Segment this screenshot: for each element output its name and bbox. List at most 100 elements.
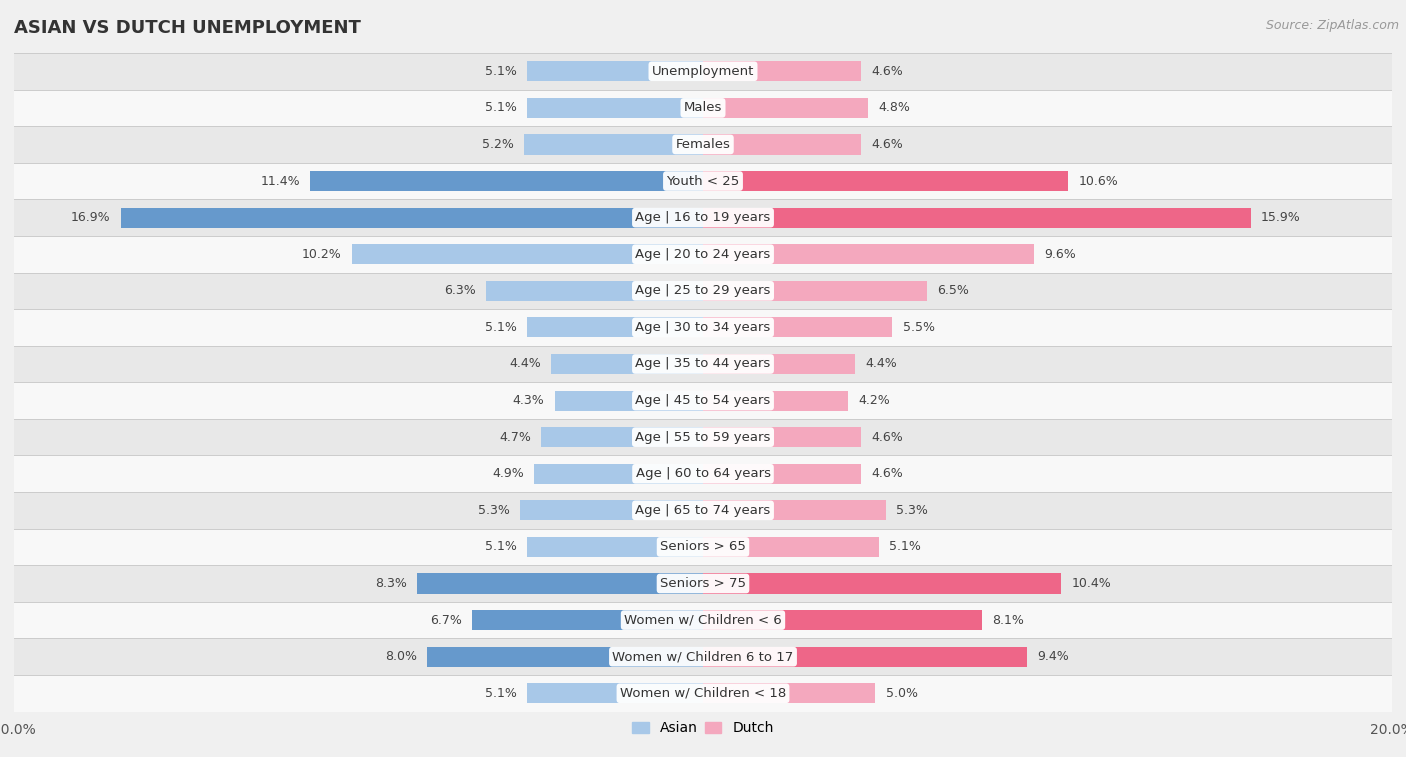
Bar bbox=[418, 574, 703, 593]
Text: 4.2%: 4.2% bbox=[858, 394, 890, 407]
Text: Age | 20 to 24 years: Age | 20 to 24 years bbox=[636, 248, 770, 260]
Text: Age | 30 to 34 years: Age | 30 to 34 years bbox=[636, 321, 770, 334]
Bar bbox=[703, 684, 875, 703]
Bar bbox=[14, 492, 1392, 528]
Text: Age | 45 to 54 years: Age | 45 to 54 years bbox=[636, 394, 770, 407]
Text: 15.9%: 15.9% bbox=[1261, 211, 1301, 224]
Text: Age | 55 to 59 years: Age | 55 to 59 years bbox=[636, 431, 770, 444]
Text: Youth < 25: Youth < 25 bbox=[666, 175, 740, 188]
Text: Age | 35 to 44 years: Age | 35 to 44 years bbox=[636, 357, 770, 370]
Text: 10.2%: 10.2% bbox=[301, 248, 342, 260]
Bar bbox=[703, 135, 862, 154]
Bar bbox=[551, 354, 703, 374]
Bar bbox=[703, 646, 1026, 667]
Bar bbox=[527, 684, 703, 703]
Bar bbox=[14, 163, 1392, 199]
Text: 5.1%: 5.1% bbox=[485, 101, 517, 114]
Text: 4.8%: 4.8% bbox=[879, 101, 911, 114]
Text: 8.1%: 8.1% bbox=[993, 614, 1024, 627]
Text: Females: Females bbox=[675, 138, 731, 151]
Text: Age | 60 to 64 years: Age | 60 to 64 years bbox=[636, 467, 770, 480]
Text: 5.1%: 5.1% bbox=[485, 321, 517, 334]
Bar bbox=[703, 98, 869, 118]
Bar bbox=[703, 464, 862, 484]
Bar bbox=[534, 464, 703, 484]
Text: Seniors > 75: Seniors > 75 bbox=[659, 577, 747, 590]
Bar bbox=[14, 456, 1392, 492]
Bar bbox=[14, 528, 1392, 565]
Text: 5.0%: 5.0% bbox=[886, 687, 918, 699]
Text: 11.4%: 11.4% bbox=[260, 175, 299, 188]
Text: Males: Males bbox=[683, 101, 723, 114]
Bar bbox=[14, 602, 1392, 638]
Bar bbox=[14, 53, 1392, 89]
Bar bbox=[520, 500, 703, 520]
Bar bbox=[703, 537, 879, 557]
Text: 5.1%: 5.1% bbox=[485, 65, 517, 78]
Bar bbox=[703, 574, 1062, 593]
Text: 10.4%: 10.4% bbox=[1071, 577, 1111, 590]
Text: 16.9%: 16.9% bbox=[70, 211, 111, 224]
Bar bbox=[14, 675, 1392, 712]
Text: 6.3%: 6.3% bbox=[444, 285, 475, 298]
Text: 6.7%: 6.7% bbox=[430, 614, 461, 627]
Bar bbox=[703, 171, 1069, 191]
Bar bbox=[703, 317, 893, 338]
Text: 4.6%: 4.6% bbox=[872, 431, 904, 444]
Text: 5.1%: 5.1% bbox=[485, 540, 517, 553]
Text: 5.5%: 5.5% bbox=[903, 321, 935, 334]
Bar bbox=[352, 245, 703, 264]
Text: ASIAN VS DUTCH UNEMPLOYMENT: ASIAN VS DUTCH UNEMPLOYMENT bbox=[14, 19, 361, 37]
Bar bbox=[121, 207, 703, 228]
Text: 4.3%: 4.3% bbox=[513, 394, 544, 407]
Bar bbox=[14, 89, 1392, 126]
Text: Seniors > 65: Seniors > 65 bbox=[659, 540, 747, 553]
Legend: Asian, Dutch: Asian, Dutch bbox=[627, 716, 779, 741]
Text: 5.1%: 5.1% bbox=[485, 687, 517, 699]
Bar bbox=[703, 427, 862, 447]
Text: 4.7%: 4.7% bbox=[499, 431, 531, 444]
Text: 4.4%: 4.4% bbox=[865, 357, 897, 370]
Text: Women w/ Children < 18: Women w/ Children < 18 bbox=[620, 687, 786, 699]
Bar bbox=[427, 646, 703, 667]
Bar bbox=[14, 273, 1392, 309]
Bar bbox=[703, 61, 862, 81]
Bar bbox=[527, 98, 703, 118]
Text: Source: ZipAtlas.com: Source: ZipAtlas.com bbox=[1265, 19, 1399, 32]
Text: 8.3%: 8.3% bbox=[375, 577, 406, 590]
Text: Age | 16 to 19 years: Age | 16 to 19 years bbox=[636, 211, 770, 224]
Bar bbox=[14, 638, 1392, 675]
Bar bbox=[14, 382, 1392, 419]
Text: 4.6%: 4.6% bbox=[872, 65, 904, 78]
Bar bbox=[14, 346, 1392, 382]
Bar bbox=[703, 354, 855, 374]
Text: 5.3%: 5.3% bbox=[896, 504, 928, 517]
Text: 9.6%: 9.6% bbox=[1045, 248, 1076, 260]
Text: 5.3%: 5.3% bbox=[478, 504, 510, 517]
Bar bbox=[311, 171, 703, 191]
Text: 4.9%: 4.9% bbox=[492, 467, 524, 480]
Bar bbox=[703, 391, 848, 410]
Text: Women w/ Children < 6: Women w/ Children < 6 bbox=[624, 614, 782, 627]
Bar bbox=[14, 236, 1392, 273]
Bar bbox=[472, 610, 703, 630]
Text: 4.6%: 4.6% bbox=[872, 467, 904, 480]
Bar bbox=[524, 135, 703, 154]
Bar bbox=[14, 199, 1392, 236]
Bar bbox=[703, 610, 981, 630]
Text: 8.0%: 8.0% bbox=[385, 650, 418, 663]
Bar bbox=[14, 309, 1392, 346]
Text: 4.4%: 4.4% bbox=[509, 357, 541, 370]
Bar bbox=[527, 61, 703, 81]
Bar bbox=[541, 427, 703, 447]
Text: Age | 25 to 29 years: Age | 25 to 29 years bbox=[636, 285, 770, 298]
Bar bbox=[486, 281, 703, 301]
Text: 4.6%: 4.6% bbox=[872, 138, 904, 151]
Bar bbox=[703, 245, 1033, 264]
Text: Women w/ Children 6 to 17: Women w/ Children 6 to 17 bbox=[613, 650, 793, 663]
Bar bbox=[14, 126, 1392, 163]
Text: 9.4%: 9.4% bbox=[1038, 650, 1069, 663]
Bar bbox=[703, 281, 927, 301]
Text: 6.5%: 6.5% bbox=[938, 285, 969, 298]
Bar bbox=[527, 537, 703, 557]
